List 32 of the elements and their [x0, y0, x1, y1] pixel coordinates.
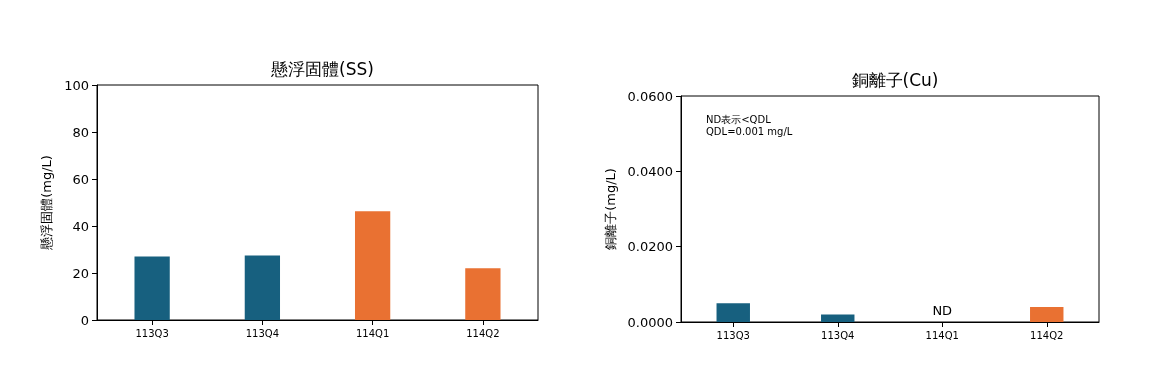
y-tick-label: 40 — [72, 218, 89, 234]
y-tick-label: 0 — [80, 312, 89, 328]
x-tick-label: 113Q3 — [135, 327, 169, 339]
y-tick-label: 0.0200 — [627, 239, 673, 255]
x-tick-label: 114Q1 — [355, 327, 390, 339]
bar — [716, 303, 750, 322]
y-tick-label: 100 — [64, 77, 89, 93]
bar — [134, 256, 170, 320]
bar — [821, 314, 855, 322]
annotation: QDL=0.001 mg/L — [706, 125, 793, 137]
text: ND — [932, 303, 953, 318]
y-tick-label: 60 — [72, 171, 89, 187]
y-tick-label: 20 — [72, 265, 89, 281]
y-axis-title: 銅離子(mg/L) — [602, 168, 618, 250]
bar — [465, 268, 501, 320]
bar — [354, 211, 391, 320]
annotation: ND表示<QDL — [706, 113, 772, 125]
y-tick-label: 0.0400 — [627, 163, 673, 179]
x-tick-label: 114Q1 — [925, 329, 959, 341]
bar — [244, 255, 281, 320]
y-axis-title: 懸浮固體(mg/L) — [39, 155, 55, 251]
chart-title: 銅離子(Cu) — [851, 69, 939, 90]
x-tick-label: 113Q4 — [821, 329, 855, 341]
chart-title: 懸浮固體(SS) — [270, 58, 374, 79]
x-tick-label: 113Q4 — [245, 327, 280, 339]
x-tick-label: 114Q2 — [466, 327, 500, 339]
y-tick-label: 0.0000 — [627, 314, 673, 330]
x-tick-label: 114Q2 — [1030, 329, 1064, 341]
x-tick-label: 113Q3 — [716, 329, 750, 341]
y-tick-label: 0.0600 — [627, 88, 673, 104]
y-tick-label: 80 — [72, 124, 89, 140]
bar — [1030, 306, 1064, 322]
